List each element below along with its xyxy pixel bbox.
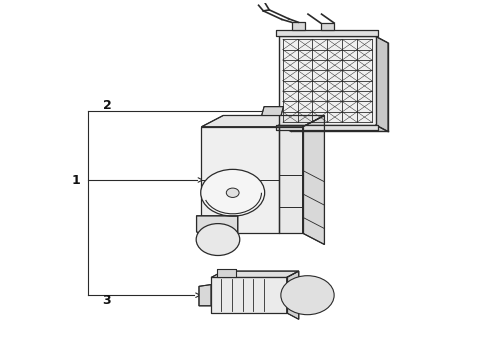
Circle shape [196,224,240,256]
Polygon shape [292,22,305,30]
Polygon shape [303,116,324,244]
Polygon shape [211,271,299,278]
Polygon shape [218,269,236,278]
Polygon shape [279,36,376,125]
Polygon shape [276,125,378,130]
Polygon shape [279,125,388,131]
Polygon shape [320,23,334,30]
Polygon shape [376,36,388,131]
Polygon shape [276,30,378,36]
Text: 2: 2 [102,99,111,112]
Polygon shape [262,107,283,116]
Circle shape [281,276,334,315]
Polygon shape [287,271,299,319]
Text: 3: 3 [102,294,111,307]
Polygon shape [196,216,238,238]
Polygon shape [199,284,211,306]
Polygon shape [201,116,324,127]
Text: 1: 1 [71,174,80,186]
Polygon shape [211,278,287,313]
Circle shape [226,188,239,197]
Circle shape [201,169,265,216]
Polygon shape [201,127,279,233]
Polygon shape [279,127,303,233]
